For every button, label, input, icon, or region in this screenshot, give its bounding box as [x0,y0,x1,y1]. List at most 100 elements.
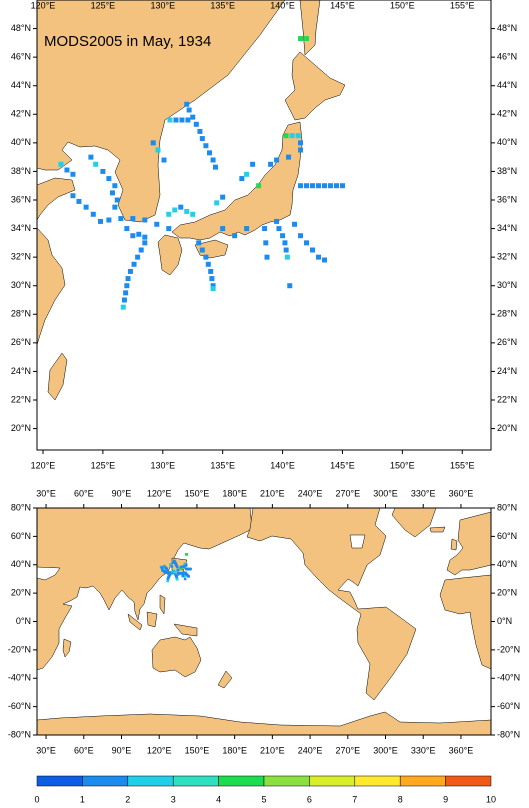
observation [106,176,112,182]
colorbar-segment [82,775,129,787]
y-tick-label: -60°N [8,701,31,711]
x-tick-label: 120°E [31,0,56,10]
observation [70,171,76,177]
observation [168,571,172,574]
bottom-observations [159,553,192,583]
observation [196,240,202,246]
observation [185,553,189,556]
x-tick-label: 150°E [390,460,415,470]
colorbar-label: 10 [486,794,496,804]
x-tick-label: 270°E [335,745,360,755]
x-tick-label: 125°E [91,0,116,10]
observation [93,161,99,167]
x-tick-label: 60°E [74,745,94,755]
y-tick-label: 0°N [16,616,31,626]
observation [203,143,209,149]
y-tick-label: 44°N [497,80,517,90]
observation [173,570,177,574]
y-tick-label: 28°N [11,309,31,319]
x-tick-label: 120°E [147,488,172,498]
x-tick-label: 150°E [185,488,210,498]
observation [327,183,333,189]
x-tick-label: 30°E [36,488,56,498]
observation [181,572,184,575]
colorbar-label: 8 [398,794,403,804]
y-tick-label: 42°N [497,109,517,119]
observation [167,117,173,123]
y-tick-label: 0°N [497,616,512,626]
y-tick-label: 46°N [11,52,31,62]
y-tick-label: 44°N [11,80,31,90]
observation [64,167,70,173]
colorbar-label: 7 [352,794,357,804]
y-tick-label: -60°N [497,701,520,711]
observation [210,157,216,163]
x-tick-label: 130°E [150,0,175,10]
observation [106,217,112,223]
y-tick-label: 80°N [11,502,31,512]
x-tick-label: 360°E [449,488,474,498]
observation [203,254,209,260]
observation [125,276,131,282]
observation [124,283,130,289]
observation [339,183,345,189]
colorbar-segment [36,775,83,787]
observation [135,254,141,260]
y-tick-label: 32°N [497,252,517,262]
observation [232,233,238,239]
observation [199,136,205,142]
observation [316,183,322,189]
x-tick-label: 140°E [270,0,295,10]
observation [189,567,192,571]
x-tick-label: 210°E [260,488,285,498]
x-tick-label: 180°E [222,488,247,498]
y-tick-label: 48°N [497,23,517,33]
x-tick-label: 130°E [150,460,175,470]
y-tick-label: -80°N [8,729,31,739]
y-tick-label: -20°N [497,644,520,654]
y-tick-label: 38°N [11,166,31,176]
y-tick-label: -40°N [497,673,520,683]
x-tick-label: 90°E [112,745,132,755]
observation [166,211,172,217]
observation [292,221,298,227]
colorbar-segment [445,775,492,787]
y-tick-label: 20°N [497,423,517,433]
observation [180,567,184,571]
top-observations [58,36,345,310]
x-tick-label: 135°E [210,460,235,470]
observation [179,565,183,569]
observation [193,121,199,127]
observation [183,574,187,578]
y-tick-label: 28°N [497,309,517,319]
observation [181,574,184,578]
observation [310,183,316,189]
observation [100,168,106,174]
y-tick-label: 60°N [11,531,31,541]
observation [244,226,250,232]
observation [178,204,184,210]
observation [150,140,156,146]
observation [208,268,214,274]
y-tick-label: -80°N [497,729,520,739]
axes: 120°E 120°E 125°E 125°E 130°E 130°E 135°E 135°E… [8,0,520,755]
colorbar-label: 3 [171,794,176,804]
y-tick-label: 34°N [497,223,517,233]
y-tick-label: 38°N [497,166,517,176]
y-tick-label: 48°N [11,23,31,33]
x-tick-label: 140°E [270,460,295,470]
observation [210,286,216,292]
observation [298,36,304,42]
observation [190,211,196,217]
observation [187,575,191,578]
observation [154,221,160,227]
x-tick-label: 60°E [74,488,94,498]
y-tick-label: 40°N [11,137,31,147]
colorbar-segment [172,775,219,787]
x-tick-label: 210°E [260,745,285,755]
observation [190,114,196,120]
observation [172,207,178,213]
observation [210,283,216,289]
observation [199,247,205,253]
observation [112,183,118,189]
